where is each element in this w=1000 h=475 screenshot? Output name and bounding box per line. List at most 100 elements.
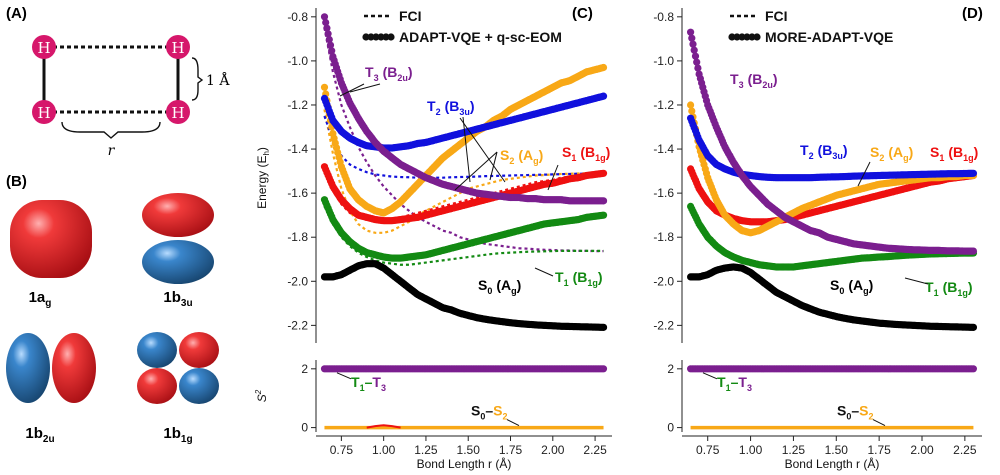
series-T1 xyxy=(320,196,608,262)
legend-vqe-swatch xyxy=(728,33,736,41)
leader-line xyxy=(702,372,718,380)
series-T3 xyxy=(687,28,978,255)
leader-line xyxy=(349,83,381,93)
svg-text:1ag: 1ag xyxy=(29,289,52,309)
legend-vqe-swatch xyxy=(362,33,370,41)
x-tick-label: 1.75 xyxy=(867,443,891,457)
legend: FCI ADAPT-VQE + q-sc-EOM xyxy=(362,8,562,45)
state-label-T1: T1 (B1g) xyxy=(555,269,603,288)
x-tick-label: 1.50 xyxy=(457,443,481,457)
svg-text:H: H xyxy=(37,104,50,122)
s2-tick-label: 0 xyxy=(301,421,308,435)
leader-line xyxy=(454,151,498,191)
legend-vqe-swatch xyxy=(733,33,741,41)
orbital-1b3u: 1b3u xyxy=(142,193,214,309)
point-S2 xyxy=(688,107,696,115)
x-tick-label: 2.25 xyxy=(583,443,607,457)
fci-line-T1 xyxy=(323,205,604,266)
y-tick-label: -1.0 xyxy=(287,54,308,68)
legend-vqe-swatch xyxy=(743,33,751,41)
point-T3 xyxy=(689,40,697,48)
point-T3 xyxy=(325,35,333,44)
point-T3 xyxy=(688,34,696,42)
legend-vqe-swatch xyxy=(387,33,395,41)
state-label-T2: T2 (B3u) xyxy=(800,142,848,161)
point-T2 xyxy=(599,92,608,100)
state-label-S1: S1 (B1g) xyxy=(930,144,978,163)
panel-label-b: (B) xyxy=(6,173,27,190)
point-T3 xyxy=(322,18,330,27)
svg-text:H: H xyxy=(171,104,184,122)
leader-line xyxy=(336,372,352,380)
x-tick-label: 0.75 xyxy=(330,443,354,457)
point-S1 xyxy=(599,169,608,177)
state-label-T1: T1 (B1g) xyxy=(925,279,973,298)
point-T1 xyxy=(599,211,608,219)
s2-series xyxy=(320,365,608,430)
s2-axis-title: S2 xyxy=(254,389,269,402)
y-tick-label: -1.0 xyxy=(653,54,674,68)
point-T3 xyxy=(320,13,329,21)
state-label-S0: S0 (Ag) xyxy=(830,277,873,296)
atom-h4: H xyxy=(166,100,190,124)
state-label-T3: T3 (B2u) xyxy=(365,64,413,83)
y-tick-label: -1.2 xyxy=(287,98,308,112)
fci-line-T2 xyxy=(323,115,604,179)
r-label: r xyxy=(108,143,116,159)
y-tick-label: -1.8 xyxy=(653,230,674,244)
state-label-S2: S2 (Ag) xyxy=(500,147,543,166)
legend-vqe-label: ADAPT-VQE + q-sc-EOM xyxy=(399,29,562,45)
leader-line xyxy=(547,164,559,191)
s2-label-s0-s2: S0–S2 xyxy=(837,403,874,422)
s2-series xyxy=(687,365,978,430)
legend: FCI MORE-ADAPT-VQE xyxy=(728,8,893,45)
legend-fci-label: FCI xyxy=(765,8,788,24)
series-T2 xyxy=(320,92,608,152)
point-T2 xyxy=(969,169,978,177)
svg-text:1b3u: 1b3u xyxy=(163,289,192,309)
x-tick-label: 1.25 xyxy=(782,443,806,457)
point-T3 xyxy=(694,64,702,72)
leader-line xyxy=(872,419,886,427)
point-T3 xyxy=(969,247,978,255)
series-S0 xyxy=(687,263,978,331)
distance-brace xyxy=(191,57,204,101)
y-tick-label: -1.2 xyxy=(653,98,674,112)
svg-text:1b1g: 1b1g xyxy=(163,425,192,445)
leader-line xyxy=(904,277,929,285)
point-T3 xyxy=(599,197,608,205)
svg-text:1b2u: 1b2u xyxy=(25,425,54,445)
panel-label-a: (A) xyxy=(6,5,27,22)
point-T3 xyxy=(687,28,695,36)
svg-text:H: H xyxy=(171,39,184,57)
point-S2 xyxy=(320,83,329,91)
point-S0 xyxy=(599,323,608,331)
x-tick-label: 1.00 xyxy=(739,443,763,457)
panel-label-d: (D) xyxy=(962,5,983,22)
legend-vqe-swatch xyxy=(382,33,390,41)
s2-tick-label: 0 xyxy=(667,421,674,435)
x-tick-label: 2.00 xyxy=(910,443,934,457)
series-S2 xyxy=(320,63,608,217)
leader-line xyxy=(506,419,520,427)
y-tick-label: -2.0 xyxy=(653,274,674,288)
legend-vqe-swatch xyxy=(753,33,761,41)
legend-vqe-swatch xyxy=(748,33,756,41)
y-tick-label: -0.8 xyxy=(653,10,674,24)
s2-tick-label: 2 xyxy=(667,362,674,376)
y-tick-label: -2.2 xyxy=(653,318,674,332)
y-tick-label: -2.0 xyxy=(287,274,308,288)
y-tick-label: -1.6 xyxy=(653,186,674,200)
point-T3 xyxy=(324,30,332,38)
s2-bump xyxy=(366,424,401,429)
y-tick-label: -0.8 xyxy=(287,10,308,24)
s2-label-s0-s2: S0–S2 xyxy=(471,403,508,422)
y-tick-label: -1.8 xyxy=(287,230,308,244)
x-axis-title: Bond Length r (Å) xyxy=(785,456,880,471)
atom-h2: H xyxy=(166,35,190,59)
panel-d-chart: -0.8 -1.0 -1.2 -1.4 -1.6 -1.8 -2.0 -2.2 2 0 0.75 1.… xyxy=(653,8,982,471)
atom-h3: H xyxy=(32,100,56,124)
point-S0 xyxy=(969,323,978,331)
distance-label: 1 Å xyxy=(206,71,230,89)
